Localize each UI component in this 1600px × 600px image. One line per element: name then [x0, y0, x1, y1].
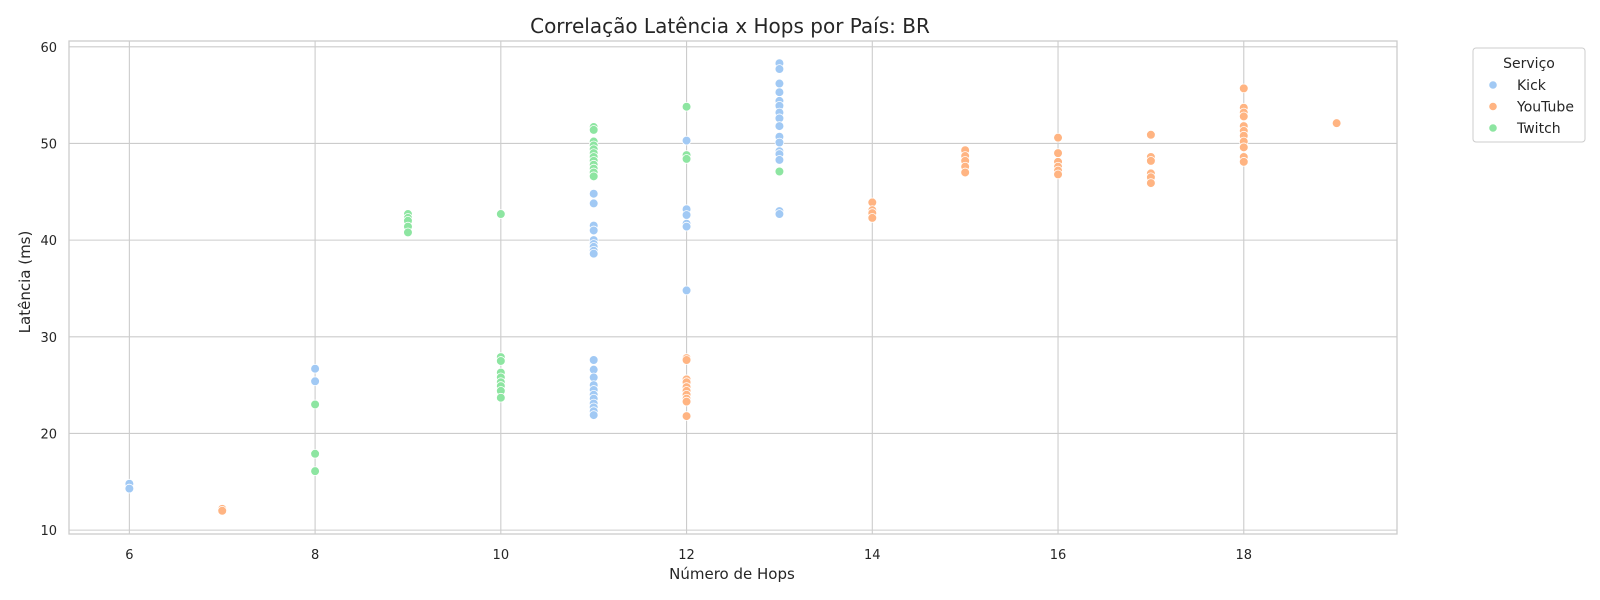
x-axis-ticks: 6 8 10 12 14 16 18 — [125, 548, 1252, 563]
data-point — [310, 363, 320, 374]
data-point — [1146, 178, 1156, 188]
data-point — [588, 125, 599, 135]
data-point — [774, 78, 785, 89]
data-point — [310, 376, 320, 387]
y-tick-label: 40 — [40, 234, 57, 249]
data-point — [310, 399, 320, 410]
data-point — [588, 188, 599, 199]
data-point — [1146, 156, 1156, 166]
data-point — [1053, 169, 1063, 180]
data-point — [1053, 132, 1063, 143]
legend-item-twitch: Twitch — [1488, 121, 1561, 137]
legend-label: Kick — [1517, 78, 1547, 94]
data-point — [681, 101, 692, 112]
x-tick-label: 8 — [311, 548, 319, 563]
data-point — [588, 198, 599, 209]
x-tick-label: 10 — [493, 548, 510, 563]
data-point — [588, 248, 599, 259]
data-point — [1238, 83, 1249, 94]
legend-title: Serviço — [1503, 56, 1555, 72]
data-point — [588, 225, 599, 236]
data-point — [774, 87, 785, 98]
legend-marker — [1488, 101, 1498, 112]
data-point — [1238, 142, 1249, 153]
data-point — [867, 213, 878, 223]
data-point — [496, 356, 506, 366]
y-tick-label: 50 — [40, 137, 57, 152]
x-tick-label: 12 — [678, 548, 695, 563]
data-point — [588, 410, 599, 420]
data-point — [310, 448, 320, 459]
data-point — [124, 483, 135, 494]
data-point — [681, 396, 692, 407]
x-tick-label: 14 — [864, 548, 881, 563]
data-point — [403, 227, 413, 238]
y-tick-label: 60 — [40, 41, 57, 56]
data-point — [1238, 157, 1249, 167]
legend-marker — [1488, 123, 1498, 133]
data-point — [1053, 148, 1063, 158]
grid — [69, 41, 1397, 534]
data-point — [774, 137, 785, 148]
x-tick-label: 16 — [1050, 548, 1067, 563]
data-point — [1331, 118, 1342, 128]
chart-title: Correlação Latência x Hops por País: BR — [530, 14, 930, 38]
data-point — [681, 210, 692, 220]
y-tick-label: 20 — [40, 427, 57, 442]
data-point — [1146, 129, 1156, 140]
data-point — [774, 155, 785, 165]
legend-item-kick: Kick — [1488, 78, 1547, 94]
data-point — [588, 171, 599, 182]
legend-items: Kick YouTube Twitch — [1488, 78, 1574, 137]
data-point — [681, 285, 692, 296]
x-tick-label: 18 — [1235, 548, 1252, 563]
x-tick-label: 6 — [125, 548, 133, 563]
y-tick-label: 10 — [40, 524, 57, 539]
series-youtube — [217, 83, 1342, 516]
data-point — [774, 121, 785, 131]
legend-marker — [1488, 80, 1498, 90]
data-point — [217, 505, 228, 516]
legend-label: YouTube — [1516, 100, 1574, 116]
data-point — [681, 355, 692, 365]
series-kick — [124, 58, 785, 494]
data-point — [774, 64, 785, 74]
y-axis-label: Latência (ms) — [16, 231, 34, 334]
y-tick-label: 30 — [40, 331, 57, 346]
data-point — [681, 154, 692, 164]
data-point — [681, 221, 692, 232]
plot-frame — [68, 40, 1398, 535]
data-point — [588, 355, 599, 365]
legend-box — [1472, 47, 1586, 143]
data-point — [1238, 111, 1249, 122]
y-axis-ticks: 10 20 30 40 50 60 — [40, 41, 57, 539]
data-point — [310, 466, 320, 476]
series-twitch — [310, 101, 785, 476]
legend: Serviço Kick YouTube Twitch — [1472, 47, 1586, 143]
data-point — [774, 166, 785, 177]
data-point — [496, 209, 506, 219]
legend-item-youtube: YouTube — [1488, 100, 1574, 116]
data-point — [774, 209, 785, 219]
data-points — [124, 58, 1342, 516]
legend-label: Twitch — [1516, 121, 1561, 137]
data-point — [681, 411, 692, 421]
x-axis-label: Número de Hops — [669, 565, 795, 583]
data-point — [496, 392, 506, 403]
data-point — [681, 135, 692, 146]
data-point — [960, 167, 970, 178]
